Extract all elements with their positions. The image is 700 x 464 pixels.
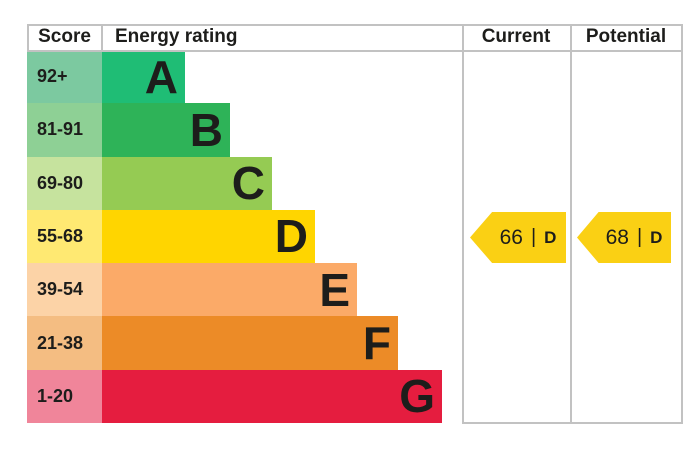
rating-bar-a: A <box>102 50 185 104</box>
potential-rating-arrow: 68 | D <box>577 212 671 263</box>
table-border-top <box>27 24 683 26</box>
table-border-score-divider <box>101 24 103 50</box>
rating-bar-b: B <box>102 103 230 157</box>
potential-score-value: 68 <box>605 225 629 249</box>
score-range-cell: 92+ <box>27 50 102 104</box>
current-rating-letter: D <box>544 227 557 247</box>
score-range-cell: 55-68 <box>27 209 102 264</box>
score-range-cell: 1-20 <box>27 369 102 423</box>
rating-bar-g: G <box>102 369 442 423</box>
current-header: Current <box>481 26 551 47</box>
band-row-a: 92+ A <box>27 50 682 104</box>
table-border-right <box>681 24 683 424</box>
table-border-potential-divider <box>570 24 572 424</box>
rating-letter: A <box>144 50 178 103</box>
rating-letter: B <box>189 103 223 156</box>
score-range-cell: 69-80 <box>27 156 102 210</box>
rating-bar-d: D <box>102 209 315 264</box>
band-row-f: 21-38 F <box>27 316 682 370</box>
rating-bar-c: C <box>102 156 272 210</box>
rating-bands: 92+ A 81-91 B 69-80 C 55-68 D 39-54 <box>27 50 682 423</box>
band-row-d: 55-68 D <box>27 209 682 264</box>
rating-bar-f: F <box>102 316 398 370</box>
table-border-header <box>27 50 683 52</box>
band-row-c: 69-80 C <box>27 156 682 210</box>
rating-letter: C <box>231 157 265 210</box>
rating-letter: G <box>399 370 435 423</box>
rating-separator: | <box>636 226 643 248</box>
potential-header: Potential <box>585 26 667 47</box>
band-row-e: 39-54 E <box>27 263 682 317</box>
score-range-cell: 39-54 <box>27 263 102 317</box>
current-rating-arrow: 66 | D <box>470 212 566 263</box>
table-border-bottom <box>462 422 683 424</box>
rating-letter: F <box>362 317 391 370</box>
band-row-g: 1-20 G <box>27 369 682 423</box>
score-header: Score <box>38 26 91 47</box>
table-border-current-divider <box>462 24 464 424</box>
rating-letter: E <box>319 263 350 316</box>
rating-bar-e: E <box>102 263 357 317</box>
band-row-b: 81-91 B <box>27 103 682 157</box>
rating-separator: | <box>530 226 537 248</box>
energy-rating-header: Energy rating <box>115 26 238 47</box>
score-range-cell: 21-38 <box>27 316 102 370</box>
score-range-cell: 81-91 <box>27 103 102 157</box>
current-score-value: 66 <box>499 225 523 249</box>
rating-letter: D <box>274 210 308 263</box>
potential-rating-letter: D <box>650 227 663 247</box>
table-border-left <box>27 24 29 50</box>
